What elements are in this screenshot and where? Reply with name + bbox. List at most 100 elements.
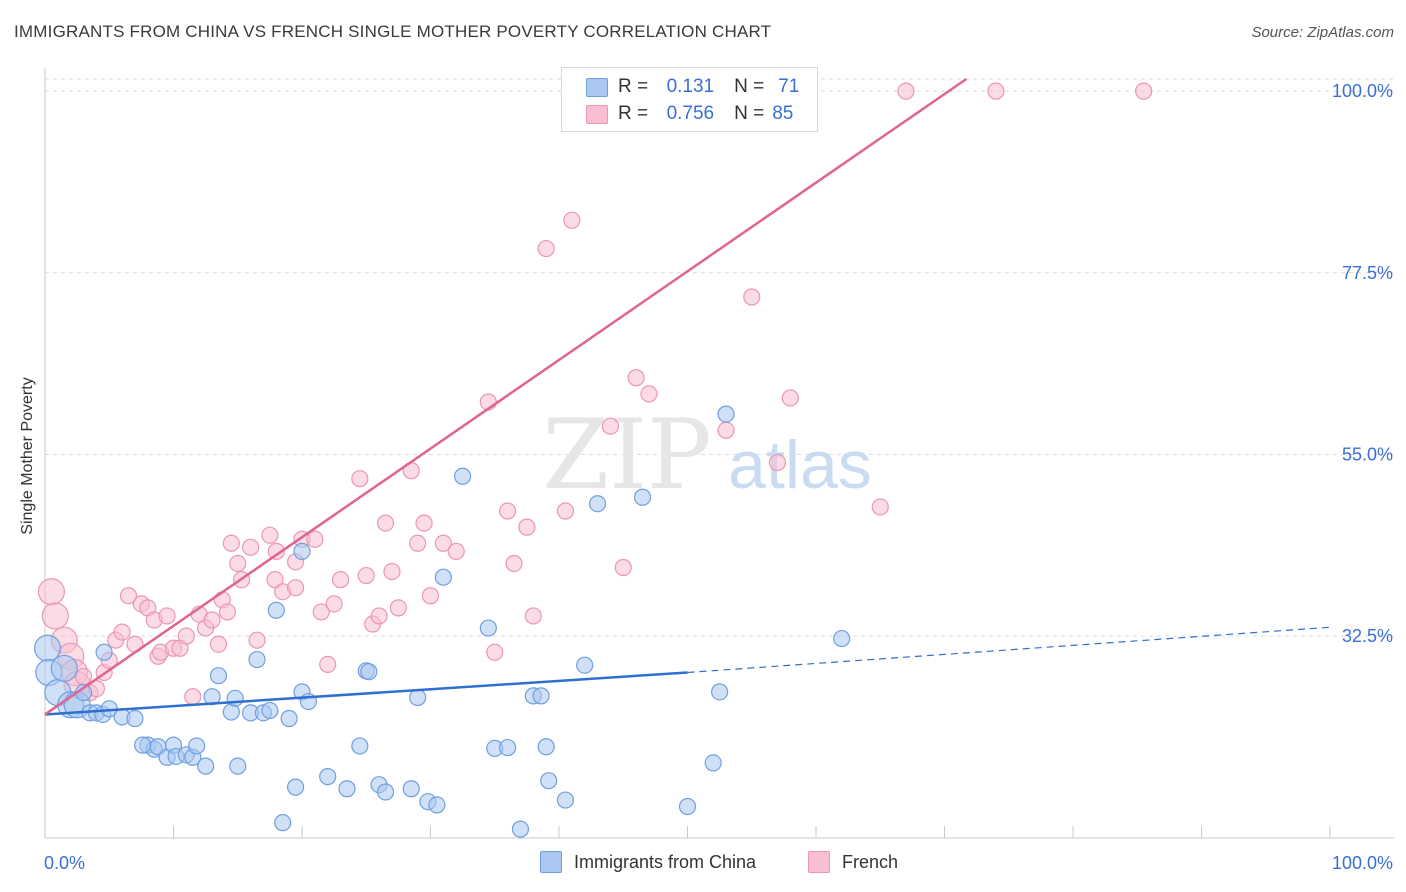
china-point <box>588 495 607 513</box>
china-point <box>226 689 244 707</box>
french-point <box>434 534 452 552</box>
french-point <box>325 595 343 613</box>
legend-swatch-china <box>540 851 562 873</box>
french-point <box>537 239 555 258</box>
points <box>33 82 1153 838</box>
french-point <box>421 587 440 605</box>
legend-r-label: R = <box>618 103 649 124</box>
china-point <box>454 467 472 485</box>
french-point <box>119 587 138 605</box>
china-point <box>338 780 356 798</box>
french-point <box>781 389 799 407</box>
french-point <box>158 607 176 625</box>
french-point <box>987 82 1005 100</box>
french-point <box>351 470 369 488</box>
legend-r-value-french: 0.756 <box>666 103 715 124</box>
french-point <box>563 211 581 229</box>
french-point <box>184 688 202 706</box>
china-trend-extension <box>687 626 1331 674</box>
china-point <box>434 568 452 586</box>
watermark-zip: ZIP <box>542 399 711 511</box>
french-point <box>218 603 237 621</box>
china-point <box>209 667 228 685</box>
china-point <box>248 650 266 669</box>
french-point <box>627 369 645 387</box>
french-point <box>409 534 427 552</box>
french-trend-line <box>44 77 968 716</box>
china-point <box>556 791 575 809</box>
legend-r-value-china: 0.131 <box>666 76 715 97</box>
legend-swatch-french <box>808 851 830 873</box>
china-point <box>134 736 152 754</box>
china-point <box>833 629 851 648</box>
legend-row-china: R = 0.131 N = 71 <box>586 75 800 99</box>
french-point <box>286 579 305 597</box>
stats-legend: R = 0.131 N = 71 R = 0.756 N = 85 <box>561 67 818 132</box>
china-point <box>540 772 558 790</box>
china-point <box>50 654 78 683</box>
china-point <box>351 737 369 755</box>
china-point <box>678 797 697 816</box>
french-point <box>717 421 735 439</box>
y-tick-label: 77.5% <box>1342 263 1393 283</box>
french-point <box>41 602 69 630</box>
legend-n-label: N = <box>734 103 765 124</box>
french-point <box>229 554 247 573</box>
legend-swatch-french <box>586 104 608 124</box>
watermark-atlas: atlas <box>728 427 872 503</box>
legend-label-china: Immigrants from China <box>574 851 757 872</box>
french-point <box>743 288 761 306</box>
french-point <box>331 571 350 589</box>
y-tick-label: 55.0% <box>1342 444 1393 464</box>
french-point <box>486 643 504 661</box>
french-point <box>505 554 523 573</box>
y-tick-label: 32.5% <box>1342 626 1393 646</box>
french-point <box>37 578 66 606</box>
french-point <box>768 453 787 472</box>
axes <box>44 68 1394 839</box>
french-point <box>614 558 632 577</box>
china-point <box>704 754 722 772</box>
legend-row-french: R = 0.756 N = 85 <box>586 102 793 126</box>
china-point <box>188 737 206 755</box>
china-point <box>274 814 292 832</box>
french-point <box>1135 82 1153 100</box>
legend-n-value-china: 71 <box>778 76 800 97</box>
source-label: Source: ZipAtlas.com <box>1251 24 1394 41</box>
french-point <box>209 635 228 653</box>
legend-item-china: Immigrants from China <box>540 851 756 873</box>
china-point <box>267 601 285 619</box>
china-point <box>286 778 305 796</box>
french-point <box>499 502 517 520</box>
china-point <box>633 488 652 506</box>
china-trend-line <box>44 671 688 716</box>
china-point <box>499 738 517 757</box>
china-point <box>95 643 113 661</box>
french-point <box>319 655 337 673</box>
french-point <box>871 498 889 516</box>
y-tick-label: 100.0% <box>1332 81 1393 101</box>
china-point <box>319 768 337 786</box>
watermark: ZIP atlas <box>542 399 871 511</box>
china-point <box>293 542 311 560</box>
trend-lines <box>44 77 1331 716</box>
french-point <box>113 623 131 641</box>
french-point <box>74 667 93 686</box>
china-point <box>576 656 594 674</box>
french-point <box>897 82 915 100</box>
china-point <box>409 688 427 707</box>
french-point <box>518 518 536 536</box>
french-point <box>370 607 388 625</box>
china-point <box>711 683 729 701</box>
legend-label-french: French <box>842 851 899 872</box>
french-point <box>242 538 260 556</box>
legend-swatch-china <box>586 77 608 97</box>
x-tick-label: 0.0% <box>44 853 85 873</box>
china-point <box>428 796 446 814</box>
legend-r-label: R = <box>618 76 649 97</box>
french-point <box>266 571 284 589</box>
china-point <box>717 405 735 423</box>
tick-labels: 32.5% 55.0% 77.5% 100.0% 0.0% 100.0% <box>44 81 1393 873</box>
french-point <box>447 542 465 560</box>
